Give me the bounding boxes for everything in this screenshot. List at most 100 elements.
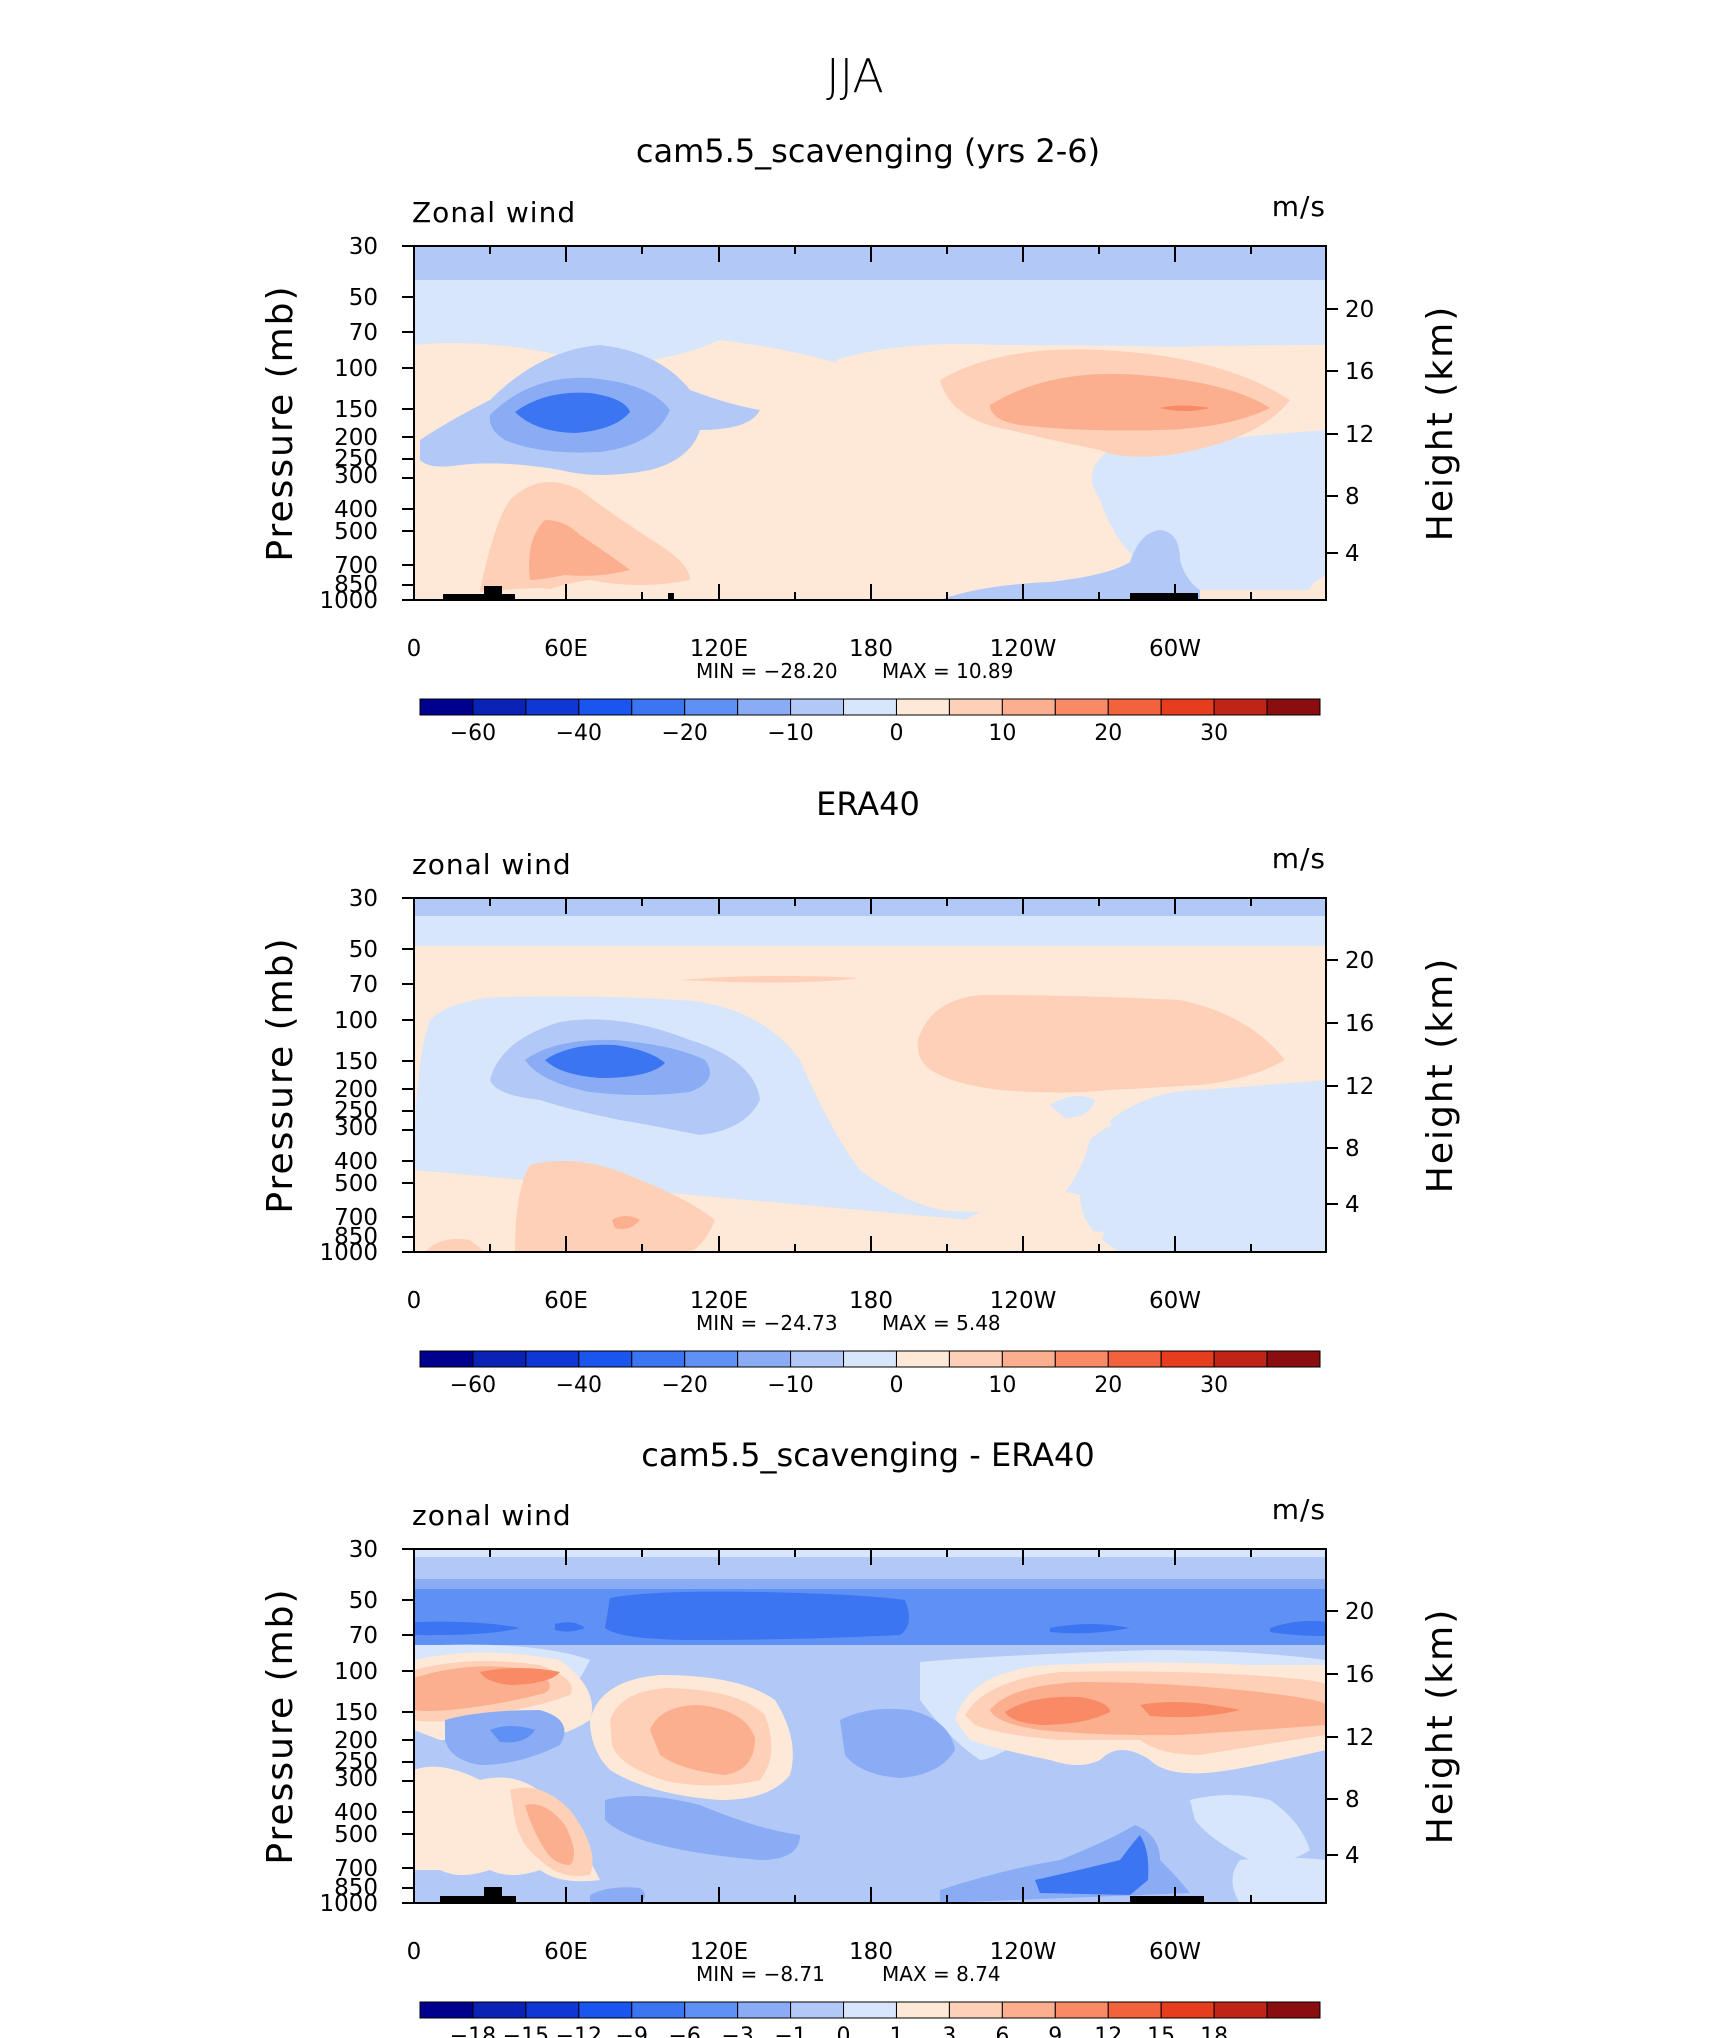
colorbar-label: 10: [988, 1373, 1016, 1398]
contour-fill: [1035, 1835, 1149, 1895]
colorbar-label: 1: [889, 2024, 903, 2038]
x-tick-label: 120W: [990, 636, 1057, 662]
y-tick-label: 700: [334, 553, 378, 579]
contour-fill: [1270, 1620, 1326, 1636]
panel-1-y-tick-labels: 30 50 70 100 150 200 250 300 400 500 700…: [319, 234, 378, 614]
panel-3-min: MIN = −8.71: [696, 1962, 825, 1986]
contour-fill: [480, 1668, 560, 1685]
contour-fill: [1300, 575, 1326, 600]
colorbar-box: [472, 1350, 527, 1368]
y-tick-label: 250: [334, 1098, 378, 1124]
panel-2-ylabel: Pressure (mb): [260, 936, 301, 1213]
x-tick-label: 60W: [1149, 1288, 1201, 1314]
contour-fill: [1160, 405, 1210, 411]
panel-1-x-tick-labels: 0 60E 120E 180 120W 60W: [407, 636, 1201, 662]
y-tick-label: 200: [334, 1728, 378, 1754]
figure-title: JJA: [826, 49, 884, 103]
colorbar-box: [472, 2001, 527, 2019]
colorbar-box: [737, 698, 792, 716]
contour-fill: [525, 1804, 574, 1865]
colorbar-box: [737, 1350, 792, 1368]
contour-fill: [414, 1579, 1326, 1589]
y-right-tick-label: 8: [1345, 484, 1360, 510]
colorbar-label: −20: [661, 721, 707, 746]
y-right-tick-label: 20: [1345, 948, 1374, 974]
y-right-tick-label: 4: [1345, 541, 1360, 567]
contour-fill: [940, 530, 1200, 600]
panel-2-plot-area: [414, 898, 1326, 1252]
x-tick-label: 120E: [690, 636, 748, 662]
y-tick-label: 70: [349, 1623, 378, 1649]
y-tick-label: 850: [334, 1875, 378, 1901]
y-tick-label: 50: [349, 937, 378, 963]
panel-3-variable: zonal wind: [412, 1499, 572, 1532]
colorbar-label: −3: [721, 2024, 753, 2038]
y-tick-label: 100: [334, 1008, 378, 1034]
panel-2-title: ERA40: [816, 785, 920, 823]
colorbar-label: 12: [1094, 2024, 1122, 2038]
y-tick-label: 1000: [319, 1891, 378, 1917]
colorbar-label: −18: [450, 2024, 496, 2038]
y-tick-label: 300: [334, 1766, 378, 1792]
contour-fill: [515, 392, 630, 433]
y-tick-label: 500: [334, 1171, 378, 1197]
contour-fill: [1232, 1857, 1326, 1903]
y-right-tick-label: 12: [1345, 1725, 1374, 1751]
contour-fill: [1050, 1096, 1095, 1118]
y-right-tick-label: 12: [1345, 422, 1374, 448]
colorbar-label: 0: [889, 721, 903, 746]
x-tick-label: 180: [849, 1288, 893, 1314]
colorbar-box: [843, 2001, 897, 2019]
panel-1-units: m/s: [1272, 190, 1326, 223]
contour-fill: [414, 1557, 1326, 1579]
contour-fill: [680, 975, 860, 983]
colorbar-box: [1054, 1350, 1109, 1368]
colorbar-box: [631, 698, 686, 716]
x-tick-label: 60E: [544, 1939, 588, 1965]
colorbar-box: [525, 698, 580, 716]
colorbar-box: [1266, 2001, 1321, 2019]
contour-fill: [414, 1621, 520, 1636]
panel-2-colorbar: −60 −40 −20 −10 0 10 20 30: [419, 1350, 1321, 1398]
colorbar-label: −10: [767, 721, 813, 746]
panel-2-variable: zonal wind: [412, 848, 572, 881]
colorbar-label: −10: [767, 1373, 813, 1398]
panel-1-ylabel: Pressure (mb): [260, 284, 301, 561]
colorbar-box: [1160, 2001, 1215, 2019]
colorbar-label: −9: [616, 2024, 648, 2038]
contour-fill: [545, 1044, 665, 1078]
panel-1: cam5.5_scavenging (yrs 2-6) Zonal wind m…: [260, 132, 1461, 746]
colorbar-label: 6: [995, 2024, 1009, 2038]
colorbar-label: 30: [1200, 1373, 1228, 1398]
colorbar-box: [1266, 1350, 1321, 1368]
y-right-tick-label: 8: [1345, 1136, 1360, 1162]
y-tick-label: 850: [334, 1224, 378, 1250]
y-tick-label: 400: [334, 1800, 378, 1826]
colorbar-label: −60: [450, 1373, 496, 1398]
x-tick-label: 0: [407, 1288, 422, 1314]
panel-2-x-tick-labels: 0 60E 120E 180 120W 60W: [407, 1288, 1201, 1314]
colorbar-label: −40: [556, 721, 602, 746]
panel-2-y-tick-labels: 30 50 70 100 150 200 250 300 400 500 700…: [319, 886, 378, 1266]
colorbar-box: [1160, 1350, 1215, 1368]
colorbar-label: 30: [1200, 721, 1228, 746]
colorbar-box: [684, 1350, 739, 1368]
y-tick-label: 150: [334, 1049, 378, 1075]
colorbar-label: 3: [942, 2024, 956, 2038]
land-mask: [1130, 1896, 1204, 1903]
x-tick-label: 0: [407, 636, 422, 662]
land-mask: [1130, 593, 1198, 600]
panel-1-ylabel-right: Height (km): [1420, 305, 1461, 541]
y-tick-label: 200: [334, 1077, 378, 1103]
colorbar-label: 20: [1094, 1373, 1122, 1398]
colorbar-label: −6: [668, 2024, 700, 2038]
colorbar-box: [525, 2001, 580, 2019]
y-tick-label: 850: [334, 572, 378, 598]
contour-fill: [529, 520, 630, 580]
contour-fill: [1005, 1696, 1110, 1725]
colorbar-label: −20: [661, 1373, 707, 1398]
panel-1-min: MIN = −28.20: [696, 659, 838, 683]
panel-1-right-tick-labels: 20 16 12 8 4: [1345, 297, 1374, 567]
colorbar-box: [1001, 2001, 1056, 2019]
